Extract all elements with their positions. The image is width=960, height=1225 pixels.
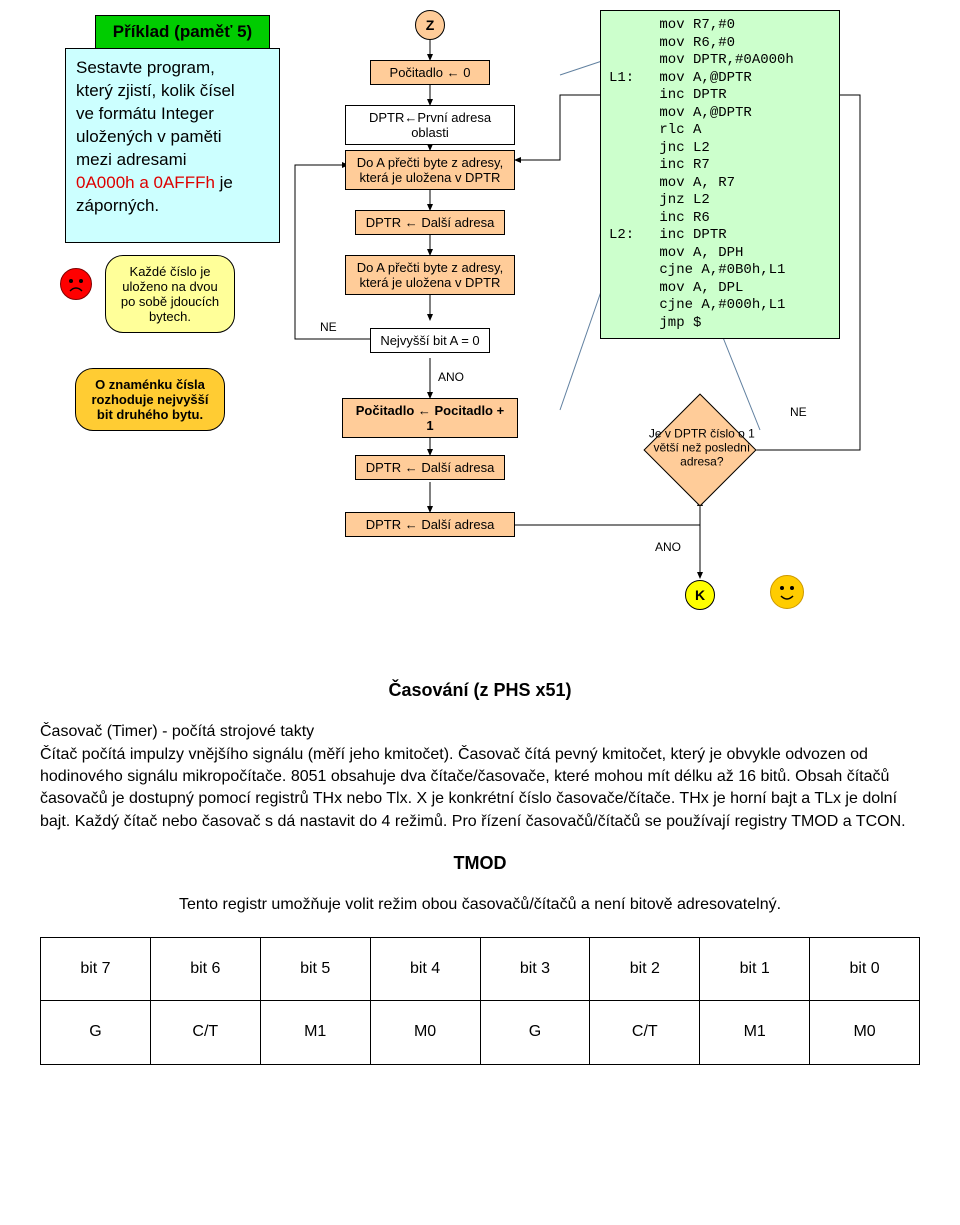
bit-header: bit 3 xyxy=(480,937,590,1000)
sad-face-icon xyxy=(60,268,92,300)
timing-paragraph: Časovač (Timer) - počítá strojové takty … xyxy=(40,721,920,833)
task-line: uložených v paměti xyxy=(76,127,222,146)
tmod-description: Tento registr umožňuje volit režim obou … xyxy=(40,894,920,916)
task-addresses: 0A000h a 0AFFFh xyxy=(76,173,215,192)
tmod-heading: TMOD xyxy=(40,851,920,876)
example-title: Příklad (paměť 5) xyxy=(95,15,270,49)
bit-cell: M1 xyxy=(260,1001,370,1064)
timing-heading: Časování (z PHS x51) xyxy=(40,678,920,703)
bit-cell: M1 xyxy=(700,1001,810,1064)
label-ne-1: NE xyxy=(320,320,337,334)
flow-step-7: DPTR ← Další adresa xyxy=(345,512,515,537)
bit-header: bit 1 xyxy=(700,937,810,1000)
bit-cell: M0 xyxy=(370,1001,480,1064)
flow-step-3: Do A přečti byte z adresy, která je ulož… xyxy=(345,150,515,190)
task-line: ve formátu Integer xyxy=(76,104,214,123)
task-line: Sestavte program, xyxy=(76,58,215,77)
flow-start: Z xyxy=(415,10,445,40)
task-line: je xyxy=(215,173,233,192)
bit-header: bit 2 xyxy=(590,937,700,1000)
flow-step-6: Počitadlo ← Pocitadlo + 1 xyxy=(342,398,518,438)
bit-cell: C/T xyxy=(150,1001,260,1064)
flow-decision-2-text: Je v DPTR číslo o 1 větší než poslední a… xyxy=(648,427,757,469)
bit-header: bit 4 xyxy=(370,937,480,1000)
note-bubble-2: O znaménku čísla rozhoduje nejvyšší bit … xyxy=(75,368,225,431)
flow-step-4: DPTR ← Další adresa xyxy=(355,210,505,235)
task-line: mezi adresami xyxy=(76,150,187,169)
bit-cell: C/T xyxy=(590,1001,700,1064)
happy-face-icon xyxy=(770,575,804,609)
task-line: záporných. xyxy=(76,196,159,215)
flow-end: K xyxy=(685,580,715,610)
tmod-table: bit 7 bit 6 bit 5 bit 4 bit 3 bit 2 bit … xyxy=(40,937,920,1065)
bit-cell: M0 xyxy=(810,1001,920,1064)
task-description: Sestavte program, který zjistí, kolik čí… xyxy=(65,48,280,243)
flow-step-7-a: DPTR ← Další adresa xyxy=(355,455,505,480)
note-bubble-1: Každé číslo je uloženo na dvou po sobě j… xyxy=(105,255,235,333)
flow-decision-1: Nejvyšší bit A = 0 xyxy=(370,328,490,353)
bit-header: bit 5 xyxy=(260,937,370,1000)
label-ano-2: ANO xyxy=(655,540,681,554)
bit-cell: G xyxy=(480,1001,590,1064)
table-row: G C/T M1 M0 G C/T M1 M0 xyxy=(41,1001,920,1064)
task-line: který zjistí, kolik čísel xyxy=(76,81,235,100)
table-row: bit 7 bit 6 bit 5 bit 4 bit 3 bit 2 bit … xyxy=(41,937,920,1000)
bit-header: bit 6 xyxy=(150,937,260,1000)
label-ne-2: NE xyxy=(790,405,807,419)
flow-step-5: Do A přečti byte z adresy, která je ulož… xyxy=(345,255,515,295)
bit-cell: G xyxy=(41,1001,151,1064)
diagram-area: Příklad (paměť 5) Sestavte program, kter… xyxy=(0,0,960,640)
assembly-code: mov R7,#0 mov R6,#0 mov DPTR,#0A000h L1:… xyxy=(600,10,840,339)
flow-step-2: DPTR←První adresa oblasti xyxy=(345,105,515,145)
bit-header: bit 7 xyxy=(41,937,151,1000)
timing-section: Časování (z PHS x51) Časovač (Timer) - p… xyxy=(0,640,960,1085)
flow-decision-2: Je v DPTR číslo o 1 větší než poslední a… xyxy=(643,393,756,506)
flow-step-1: Počitadlo ← 0 xyxy=(370,60,490,85)
label-ano-1: ANO xyxy=(438,370,464,384)
bit-header: bit 0 xyxy=(810,937,920,1000)
